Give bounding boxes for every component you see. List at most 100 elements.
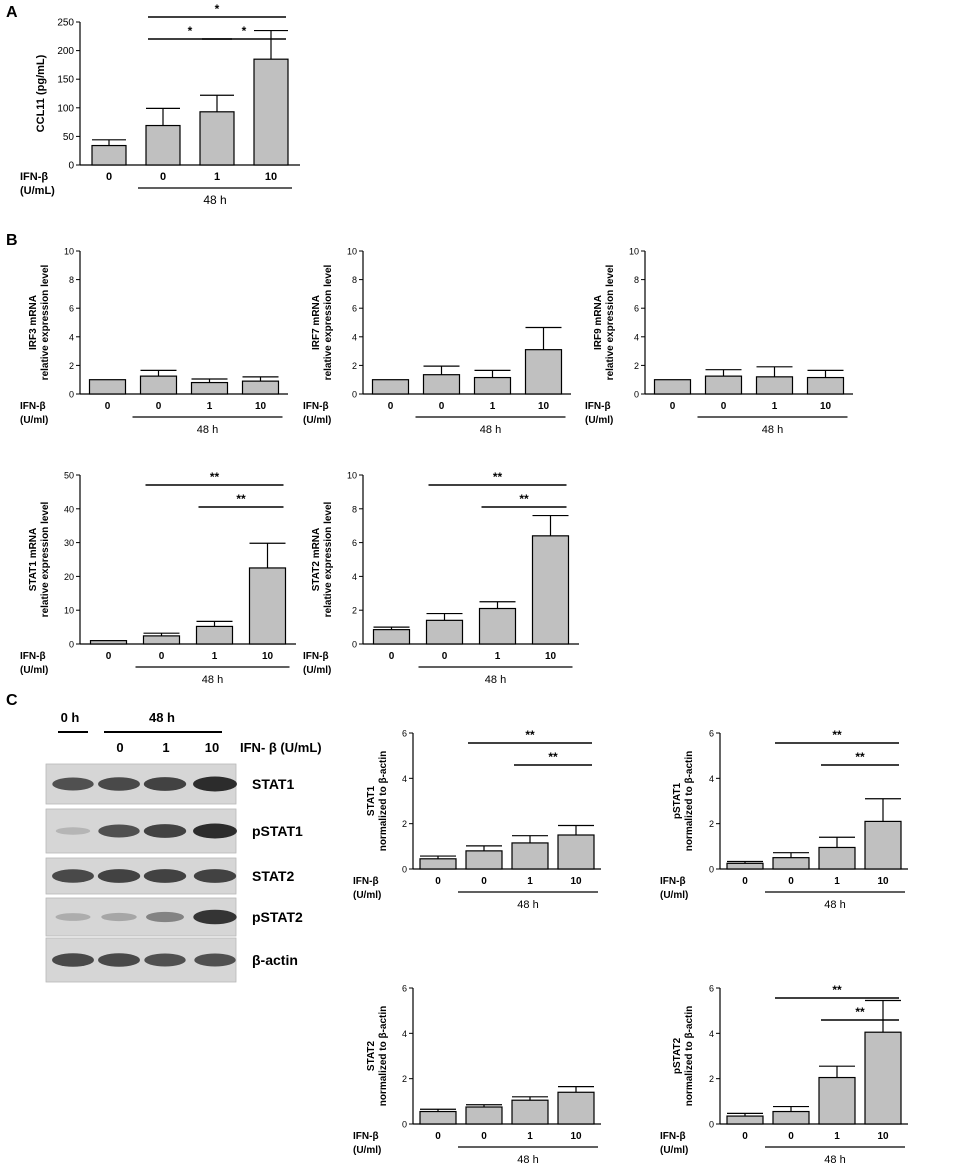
bar (531, 535, 570, 645)
blot-band (55, 913, 91, 921)
panel-label-b: B (6, 232, 18, 249)
y-axis-title: STAT1 mRNA (28, 528, 39, 592)
y-tick-label: 100 (57, 103, 74, 114)
treatment-label: IFN-β (20, 171, 48, 183)
y-tick-label: 6 (352, 304, 357, 314)
blot-band (144, 953, 186, 967)
y-tick-label: 4 (69, 332, 74, 342)
bar (864, 1031, 902, 1125)
y-tick-label: 6 (709, 729, 714, 739)
category-label: 10 (262, 651, 274, 662)
y-axis-title-line2: relative expression level (40, 264, 51, 380)
significance-label: ** (832, 728, 842, 742)
treatment-unit: (U/ml) (303, 665, 331, 676)
bar (419, 858, 457, 870)
category-label: 1 (490, 401, 496, 412)
significance-label: ** (493, 470, 503, 484)
category-label: 1 (834, 876, 840, 887)
treatment-label: IFN-β (20, 651, 46, 662)
y-axis-title-line2: relative expression level (40, 501, 51, 617)
blot-band (55, 827, 91, 835)
category-label: 0 (388, 401, 394, 412)
chart-pstat2: 0 2 4 6 pSTAT2 normalized to β-actin ** ** 0 0 1 10… (660, 983, 908, 1166)
bar (199, 111, 235, 166)
significance-label: ** (855, 750, 865, 764)
bar (772, 857, 810, 870)
blot-dose-label: 1 (162, 740, 169, 755)
category-label: 10 (265, 171, 277, 183)
y-tick-label: 250 (57, 18, 74, 29)
y-tick-label: 0 (709, 865, 714, 875)
y-tick-label: 8 (352, 275, 357, 285)
category-label: 0 (481, 1131, 487, 1142)
chart-ccl11: 0 50 100 150 200 250 CCL11 (pg/mL) * * * 0 0 1 10 IFN-… (20, 2, 300, 207)
significance-label: * (188, 24, 193, 38)
y-axis-title: CCL11 (pg/mL) (35, 54, 47, 132)
treatment-label: IFN-β (20, 401, 46, 412)
significance-label: ** (236, 492, 246, 506)
blot-band (52, 953, 94, 967)
category-label: 0 (670, 401, 676, 412)
y-tick-label: 8 (634, 275, 639, 285)
y-tick-label: 10 (64, 606, 74, 616)
significance-label: ** (548, 750, 558, 764)
blot-row-label: STAT1 (252, 776, 294, 792)
y-tick-label: 6 (69, 304, 74, 314)
blot-band (143, 777, 187, 791)
treatment-label: IFN-β (353, 876, 379, 887)
bar (139, 375, 178, 395)
y-tick-label: 0 (69, 640, 74, 650)
y-tick-label: 10 (347, 247, 357, 257)
y-tick-label: 150 (57, 75, 74, 86)
y-axis-title: IRF3 mRNA (28, 295, 39, 350)
y-tick-label: 40 (64, 504, 74, 514)
category-label: 0 (106, 651, 112, 662)
panel-label-c: C (6, 692, 18, 709)
bar (511, 1099, 549, 1125)
category-label: 10 (570, 876, 582, 887)
time-label: 48 h (485, 674, 506, 686)
bar (465, 1106, 503, 1125)
bar (190, 381, 229, 395)
bar (419, 1110, 457, 1125)
bar (371, 379, 410, 395)
category-label: 10 (877, 1131, 889, 1142)
significance-label: ** (210, 470, 220, 484)
bar (89, 640, 128, 645)
y-tick-label: 0 (402, 865, 407, 875)
bar (818, 846, 856, 870)
y-tick-label: 4 (634, 332, 639, 342)
y-tick-label: 20 (64, 572, 74, 582)
bar (806, 376, 845, 395)
y-axis-title-line2: normalized to β-actin (378, 1006, 389, 1107)
category-label: 0 (442, 651, 448, 662)
y-tick-label: 6 (634, 304, 639, 314)
bar (248, 567, 287, 645)
chart-stat1prot: 0 2 4 6 STAT1 normalized to β-actin ** ** 0 0 1 10 I… (353, 728, 601, 911)
blot-row-label: pSTAT1 (252, 823, 303, 839)
y-tick-label: 2 (69, 361, 74, 371)
time-label: 48 h (824, 1154, 845, 1166)
treatment-unit: (U/ml) (353, 890, 381, 901)
y-tick-label: 6 (709, 984, 714, 994)
time-label: 48 h (203, 193, 226, 207)
blot-band (146, 911, 184, 923)
treatment-label: IFN-β (585, 401, 611, 412)
category-label: 1 (527, 1131, 533, 1142)
chart-pstat1: 0 2 4 6 pSTAT1 normalized to β-actin ** ** 0 0 1 10… (660, 728, 908, 911)
bar (473, 376, 512, 395)
bar (557, 834, 595, 870)
significance-label: ** (519, 492, 529, 506)
y-tick-label: 0 (634, 390, 639, 400)
bar (478, 607, 517, 645)
y-tick-label: 0 (69, 390, 74, 400)
category-label: 10 (538, 401, 550, 412)
panel-label-a: A (6, 4, 18, 21)
y-axis-title: STAT2 mRNA (311, 528, 322, 592)
blot-row-label: pSTAT2 (252, 909, 303, 925)
y-tick-label: 0 (402, 1120, 407, 1130)
y-tick-label: 10 (347, 471, 357, 481)
category-label: 10 (820, 401, 832, 412)
blot-band (193, 776, 237, 792)
